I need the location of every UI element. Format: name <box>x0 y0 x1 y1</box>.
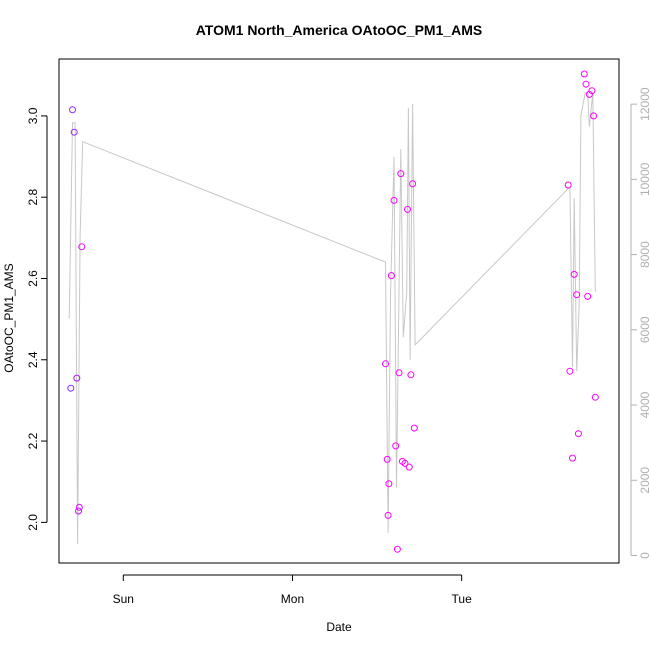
y-right-tick-label: 10000 <box>638 162 650 196</box>
data-point <box>410 424 418 432</box>
data-point <box>75 507 82 515</box>
y-right-tick-label: 4000 <box>638 391 650 418</box>
x-axis: Sun Mon Tue <box>113 574 473 606</box>
data-point <box>409 180 417 188</box>
data-point <box>384 511 392 519</box>
series-line <box>68 92 596 545</box>
y-right-tick-label: 6000 <box>638 316 650 343</box>
data-point <box>387 272 395 280</box>
data-point <box>582 80 590 88</box>
line-layer <box>68 92 596 545</box>
y-right-tick-label: 0 <box>638 552 650 559</box>
data-point <box>407 371 415 379</box>
data-point <box>570 270 578 278</box>
data-point <box>67 384 75 392</box>
data-point <box>385 480 393 488</box>
y-axis-left: 2.0 2.2 2.4 2.6 2.8 3.0 <box>26 107 48 531</box>
y-tick-label: 2.8 <box>26 189 40 206</box>
data-point <box>573 291 581 299</box>
data-point <box>70 128 78 136</box>
data-point <box>392 442 400 450</box>
data-point <box>395 369 403 377</box>
y-tick-label: 2.4 <box>26 351 40 368</box>
data-point <box>569 454 576 462</box>
data-point <box>390 196 398 204</box>
data-point <box>584 292 592 300</box>
y-tick-label: 2.6 <box>26 270 40 287</box>
data-point <box>78 243 86 251</box>
data-point <box>404 205 411 213</box>
data-point <box>580 70 588 78</box>
y-tick-label: 2.2 <box>26 432 40 449</box>
data-point <box>588 87 596 95</box>
data-point <box>574 430 582 438</box>
y-axis-right: 0 2000 4000 6000 8000 10000 12000 <box>630 87 650 559</box>
points-layer <box>67 70 599 553</box>
x-tick-label: Tue <box>452 592 473 606</box>
x-axis-label: Date <box>326 620 352 634</box>
data-point <box>590 112 598 120</box>
chart-title: ATOM1 North_America OAtoOC_PM1_AMS <box>196 22 483 38</box>
y-tick-label: 2.0 <box>26 514 40 531</box>
plot-frame <box>58 58 620 564</box>
data-point <box>75 503 83 511</box>
data-point <box>566 367 574 375</box>
y-right-tick-label: 8000 <box>638 241 650 268</box>
data-point <box>69 106 76 114</box>
data-point <box>393 545 401 553</box>
y-right-tick-label: 12000 <box>638 87 650 121</box>
data-point <box>73 374 81 382</box>
data-point <box>382 360 389 368</box>
data-point <box>383 455 391 463</box>
data-point <box>397 170 405 178</box>
data-point <box>564 181 572 189</box>
data-point <box>591 393 599 401</box>
data-point <box>401 459 409 467</box>
data-point <box>405 463 413 471</box>
x-tick-label: Sun <box>113 592 134 606</box>
y-tick-label: 3.0 <box>26 107 40 124</box>
y-axis-label: OAtoOC_PM1_AMS <box>2 263 16 372</box>
x-tick-label: Mon <box>281 592 304 606</box>
y-right-tick-label: 2000 <box>638 467 650 494</box>
